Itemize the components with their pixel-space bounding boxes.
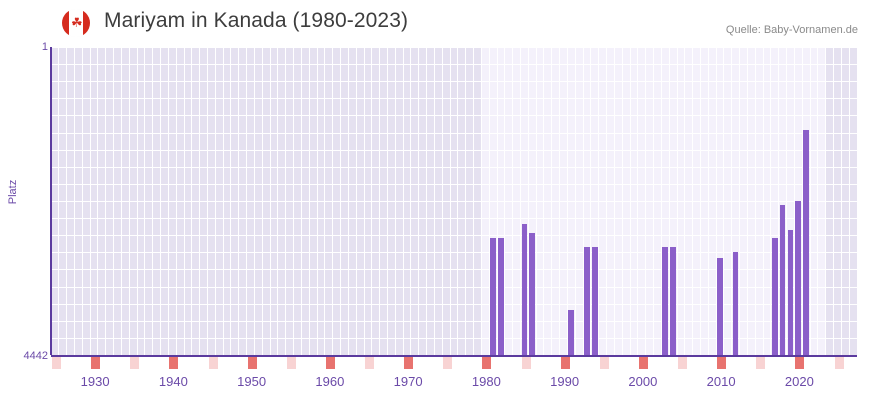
flag-right-band (83, 9, 90, 37)
bar-1981 (490, 238, 496, 355)
x-axis-tick-marker-2015 (756, 357, 766, 369)
x-axis-tick-label-2020: 2020 (784, 374, 814, 389)
x-axis-tick-label-1980: 1980 (471, 374, 501, 389)
bar-1985 (521, 224, 528, 355)
x-axis-tick-marker-1995 (599, 357, 609, 369)
bar-2003 (662, 246, 668, 355)
x-axis-tick-marker-1980 (482, 357, 492, 369)
x-axis-tick-marker-1925 (52, 357, 61, 369)
y-axis-title: Platz (7, 179, 19, 205)
x-axis-tick-label-1960: 1960 (315, 374, 345, 389)
x-axis-tick-marker-1975 (443, 357, 453, 369)
x-axis-tick-marker-1965 (365, 357, 374, 369)
gridline-horizontal (51, 287, 857, 288)
bar-2010 (717, 258, 723, 355)
x-axis-tick-marker-2020 (795, 357, 805, 369)
y-axis-tick-label-top: 1 (41, 41, 48, 53)
y-axis-line (50, 47, 52, 355)
x-axis-tick-marker-1990 (560, 357, 570, 369)
y-axis-tick-label-bottom: 4442 (23, 350, 48, 362)
bar-1982 (498, 238, 504, 355)
x-axis-tick-marker-1945 (208, 357, 218, 369)
x-axis-tick-marker-1940 (169, 357, 179, 369)
bar-1993 (584, 246, 590, 355)
x-axis-tick-marker-2005 (678, 357, 688, 369)
x-axis-tick-label-2010: 2010 (706, 374, 736, 389)
bar-2004 (670, 246, 676, 355)
gridline-horizontal (51, 115, 857, 116)
gridline-horizontal (51, 47, 857, 48)
flag-left-band (62, 9, 69, 37)
gridline-horizontal (51, 269, 857, 270)
maple-leaf-icon: ☘ (71, 15, 83, 30)
x-axis-tick-label-1940: 1940 (158, 374, 188, 389)
x-axis-tick-marker-2025 (834, 357, 844, 369)
x-axis-tick-label-1990: 1990 (550, 374, 580, 389)
gridline-horizontal (51, 81, 857, 82)
x-axis-tick-marker-1930 (91, 357, 101, 369)
gridline-horizontal (51, 167, 857, 168)
x-axis-tick-marker-2000 (638, 357, 648, 369)
flag-center-band (69, 9, 83, 37)
x-axis-tick-marker-1970 (404, 357, 414, 369)
chart-header: ☘ Mariyam in Kanada (1980-2023) Quelle: … (0, 0, 873, 46)
bar-2021 (803, 130, 809, 355)
x-axis-tick-label-1970: 1970 (393, 374, 423, 389)
gridline-horizontal (51, 304, 857, 305)
gridline-horizontal (51, 201, 857, 202)
bar-2012 (732, 252, 739, 355)
bar-2018 (779, 205, 786, 355)
x-axis-tick-label-2000: 2000 (628, 374, 658, 389)
gridline-horizontal (51, 338, 857, 339)
gridline-horizontal (51, 252, 857, 253)
x-axis-tick-marker-1935 (130, 357, 140, 369)
page-title: Mariyam in Kanada (1980-2023) (104, 9, 409, 32)
gridline-horizontal (51, 321, 857, 322)
canada-flag-icon: ☘ (62, 9, 90, 37)
plot-area (51, 47, 857, 355)
x-axis-tick-marker-1985 (521, 357, 531, 369)
x-axis-tick-label-1930: 1930 (80, 374, 110, 389)
gridline-horizontal (51, 150, 857, 151)
gridline-horizontal (51, 184, 857, 185)
gridline-horizontal (51, 235, 857, 236)
bar-1986 (529, 232, 535, 355)
x-axis-tick-marker-1950 (247, 357, 257, 369)
x-axis-tick-marker-1960 (325, 357, 335, 369)
x-axis-tick-marker-2010 (717, 357, 727, 369)
x-axis-line (51, 355, 857, 357)
gridline-horizontal (51, 64, 857, 65)
gridline-horizontal (51, 98, 857, 99)
bar-1994 (591, 246, 598, 355)
bar-1991 (568, 310, 575, 355)
bar-2019 (787, 230, 794, 355)
x-axis-tick-label-1950: 1950 (237, 374, 267, 389)
gridline-horizontal (51, 133, 857, 134)
bar-2020 (795, 200, 802, 355)
gridline-horizontal (51, 218, 857, 219)
bar-2017 (771, 238, 778, 355)
x-axis-tick-marker-1955 (286, 357, 296, 369)
source-attribution: Quelle: Baby-Vornamen.de (725, 24, 858, 36)
